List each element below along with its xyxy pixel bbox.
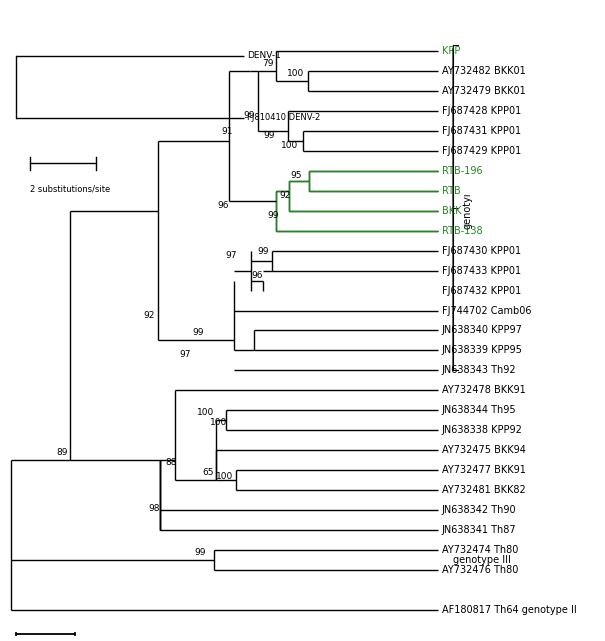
Text: 91: 91: [222, 127, 234, 136]
Text: AY732474 Th80: AY732474 Th80: [442, 545, 518, 555]
Text: FJ687432 KPP01: FJ687432 KPP01: [442, 286, 521, 296]
Text: genotyı: genotyı: [463, 192, 473, 229]
Text: JN638338 KPP92: JN638338 KPP92: [442, 425, 523, 435]
Text: JN638342 Th90: JN638342 Th90: [442, 505, 516, 515]
Text: FJ687431 KPP01: FJ687431 KPP01: [442, 126, 521, 136]
Text: RTB: RTB: [442, 186, 460, 196]
Text: 92: 92: [144, 310, 155, 319]
Text: JN638340 KPP97: JN638340 KPP97: [442, 326, 523, 335]
Text: 98: 98: [149, 504, 160, 513]
Text: 100: 100: [216, 472, 234, 481]
Text: 99: 99: [194, 548, 206, 557]
Text: 99: 99: [257, 247, 269, 256]
Text: 99: 99: [263, 131, 275, 140]
Text: 79: 79: [262, 59, 273, 68]
Text: AY732479 BKK01: AY732479 BKK01: [442, 86, 526, 96]
Text: AF180817 Th64 genotype II: AF180817 Th64 genotype II: [442, 604, 577, 615]
Text: 97: 97: [226, 251, 237, 260]
Text: 89: 89: [56, 448, 68, 457]
Text: AY732476 Th80: AY732476 Th80: [442, 565, 518, 575]
Text: AY732478 BKK91: AY732478 BKK91: [442, 385, 526, 395]
Text: 96: 96: [251, 271, 263, 279]
Text: genotype III: genotype III: [453, 555, 511, 565]
Text: RTB-138: RTB-138: [442, 226, 482, 236]
Text: FJ744702 Camb06: FJ744702 Camb06: [442, 306, 531, 315]
Text: 99: 99: [244, 111, 255, 120]
Text: 99: 99: [267, 211, 279, 220]
Text: AY732481 BKK82: AY732481 BKK82: [442, 485, 526, 495]
Text: 100: 100: [287, 69, 304, 78]
Text: KPP: KPP: [442, 46, 460, 56]
Text: FJ687428 KPP01: FJ687428 KPP01: [442, 106, 521, 116]
Text: 95: 95: [290, 171, 302, 180]
Text: 92: 92: [279, 191, 290, 200]
Text: 88: 88: [166, 458, 177, 467]
Text: BKK: BKK: [442, 206, 461, 216]
Text: 100: 100: [281, 141, 298, 150]
Text: JN638344 Th95: JN638344 Th95: [442, 405, 516, 415]
Text: 99: 99: [192, 328, 204, 337]
Text: AY732475 BKK94: AY732475 BKK94: [442, 445, 526, 455]
Text: 65: 65: [202, 468, 214, 477]
Text: 96: 96: [218, 201, 229, 210]
Text: AY732477 BKK91: AY732477 BKK91: [442, 465, 526, 475]
Text: 100: 100: [210, 418, 227, 427]
Text: 97: 97: [179, 351, 191, 360]
Text: 100: 100: [197, 408, 214, 417]
Text: JN638341 Th87: JN638341 Th87: [442, 525, 516, 535]
Text: RTB-196: RTB-196: [442, 166, 482, 176]
Text: FJ687429 KPP01: FJ687429 KPP01: [442, 146, 521, 156]
Text: JN638343 Th92: JN638343 Th92: [442, 365, 516, 376]
Text: FJ687430 KPP01: FJ687430 KPP01: [442, 246, 521, 256]
Text: AY732482 BKK01: AY732482 BKK01: [442, 66, 526, 76]
Text: JN638339 KPP95: JN638339 KPP95: [442, 345, 523, 355]
Text: FJ687433 KPP01: FJ687433 KPP01: [442, 265, 521, 276]
